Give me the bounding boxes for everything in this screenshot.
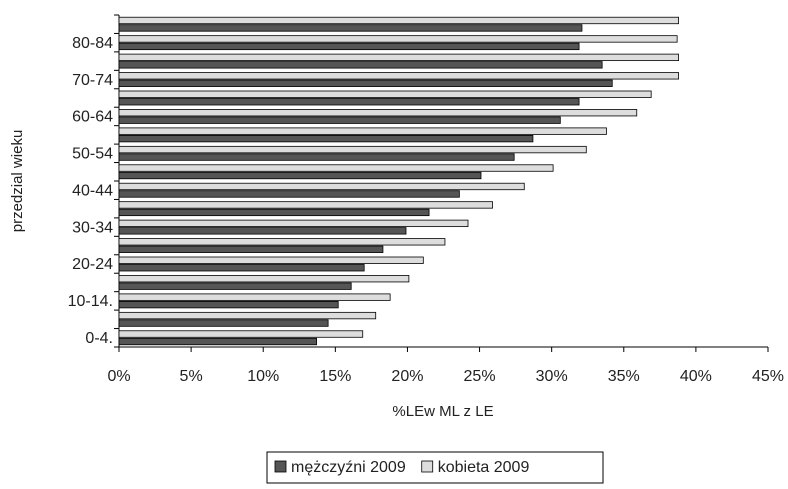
y-tick-label: 50-54	[72, 146, 113, 163]
bar	[118, 201, 493, 209]
bar	[118, 53, 679, 62]
bar	[118, 227, 407, 235]
bar	[118, 256, 424, 264]
bar	[118, 109, 638, 117]
bar	[118, 275, 410, 283]
y-tick-label: 30-34	[72, 219, 113, 236]
y-tick-label: 40-44	[72, 182, 113, 199]
x-tick-label: 5%	[180, 368, 203, 385]
bar	[118, 245, 384, 253]
bar	[118, 293, 391, 301]
bar	[118, 208, 430, 217]
y-tick-label: 80-84	[72, 35, 113, 52]
bar	[118, 127, 607, 135]
legend-box	[266, 451, 604, 484]
legend-swatch	[274, 460, 287, 473]
x-tick-label: 40%	[680, 368, 712, 385]
bar	[118, 42, 580, 51]
y-tick-label: 60-64	[72, 109, 113, 126]
bar	[118, 116, 561, 124]
bar	[118, 311, 377, 320]
x-tick-label: 20%	[391, 368, 423, 385]
bar	[118, 300, 339, 309]
y-tick-label: 20-24	[72, 256, 113, 273]
bar	[118, 171, 482, 180]
legend-label: mężczyźni 2009	[291, 459, 406, 476]
legend-swatch	[421, 460, 434, 473]
bar	[118, 238, 446, 246]
x-tick-label: 30%	[536, 368, 568, 385]
y-tick-label: 10-14.	[68, 293, 113, 310]
bar	[118, 330, 364, 338]
y-axis-title: przedzial wieku	[9, 130, 26, 233]
y-tick-label: 0-4.	[85, 330, 113, 347]
bar	[118, 319, 329, 327]
bar	[118, 219, 469, 228]
x-tick-label: 0%	[107, 368, 130, 385]
bar	[118, 182, 525, 191]
bar	[118, 16, 679, 25]
bar	[118, 61, 603, 69]
bar	[118, 282, 352, 290]
x-axis-title: %LEw ML z LE	[392, 403, 493, 420]
bar	[118, 145, 587, 154]
x-tick-label: 45%	[752, 368, 784, 385]
bar	[118, 337, 317, 346]
bar	[118, 98, 580, 106]
x-tick-label: 25%	[464, 368, 496, 385]
y-tick-label: 70-74	[72, 72, 113, 89]
bar	[118, 264, 365, 272]
bar	[118, 79, 613, 87]
bar	[118, 190, 460, 198]
x-tick-label: 15%	[319, 368, 351, 385]
bar	[118, 134, 534, 143]
x-tick-label: 35%	[608, 368, 640, 385]
legend-label: kobieta 2009	[438, 459, 530, 476]
x-tick-label: 10%	[247, 368, 279, 385]
bar	[118, 72, 679, 80]
bar	[118, 153, 515, 161]
bar	[118, 164, 554, 172]
bar	[118, 90, 652, 98]
bar	[118, 24, 583, 32]
bar	[118, 35, 678, 43]
